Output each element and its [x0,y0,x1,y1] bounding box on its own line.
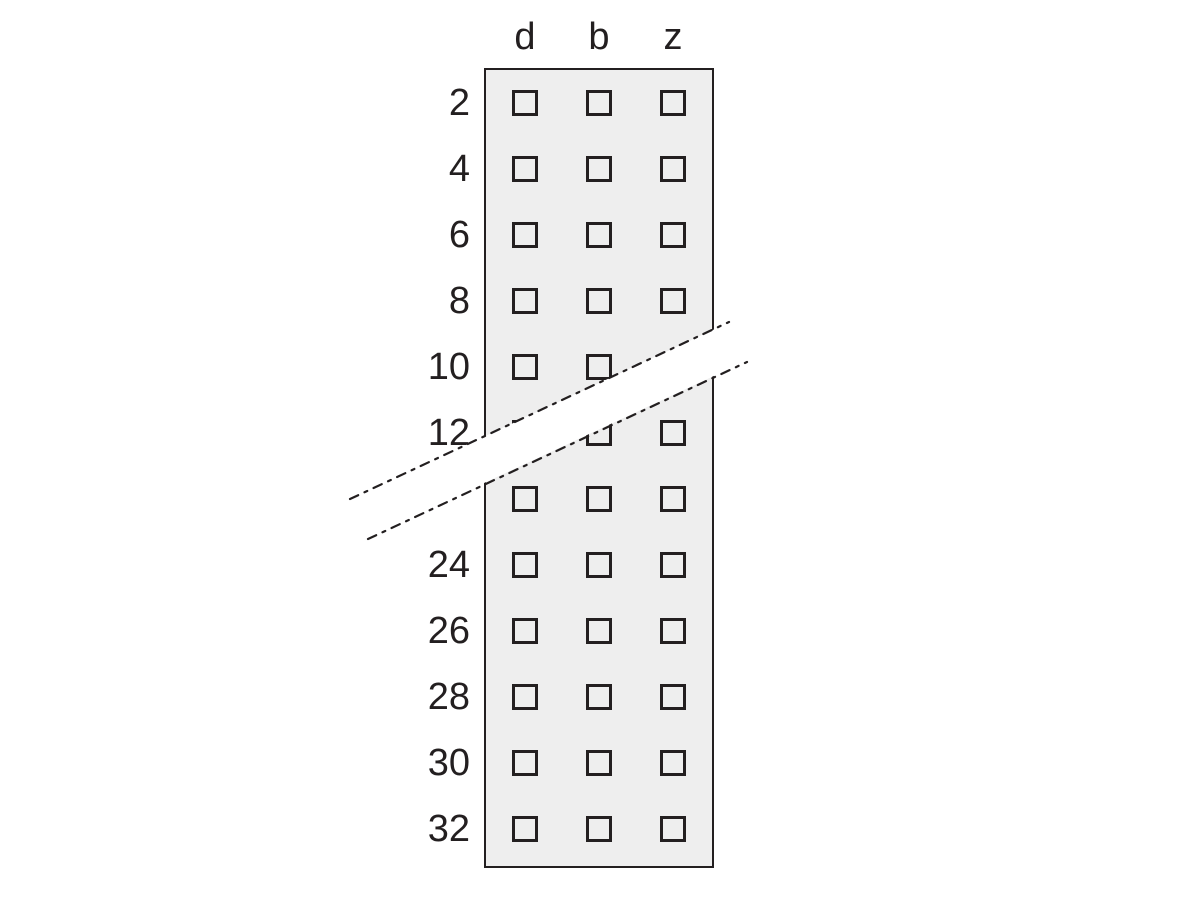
row-label: 26 [380,612,470,650]
row-label: 32 [380,810,470,848]
pin [660,420,686,446]
row-label: 8 [380,282,470,320]
pin [660,618,686,644]
pin [586,156,612,182]
pin [660,486,686,512]
pin [512,90,538,116]
pin [512,618,538,644]
pin [586,90,612,116]
pin [586,618,612,644]
pin [512,552,538,578]
row-label: 2 [380,84,470,122]
pin [586,750,612,776]
pin [512,816,538,842]
pin [586,222,612,248]
pin [660,222,686,248]
pin [512,288,538,314]
row-label: 10 [380,348,470,386]
pin [512,222,538,248]
pin [586,486,612,512]
row-label: 24 [380,546,470,584]
row-label: 12 [380,414,470,452]
pin [586,354,612,380]
pin [660,156,686,182]
pin [586,288,612,314]
pin [660,816,686,842]
pin [586,816,612,842]
pin [660,552,686,578]
row-label: 4 [380,150,470,188]
pin [512,486,538,512]
row-label: 30 [380,744,470,782]
column-label: b [569,16,629,59]
pin [586,684,612,710]
pin [512,354,538,380]
pin [512,156,538,182]
column-label: z [643,16,703,59]
pin [660,684,686,710]
pin [660,750,686,776]
row-label: 28 [380,678,470,716]
connector-diagram: { "canvas": { "w": 1200, "h": 900, "back… [0,0,1200,900]
pin [512,750,538,776]
pin [512,684,538,710]
pin [586,552,612,578]
pin [660,90,686,116]
row-label: 6 [380,216,470,254]
pin [660,288,686,314]
connector-body [484,68,714,868]
column-label: d [495,16,555,59]
